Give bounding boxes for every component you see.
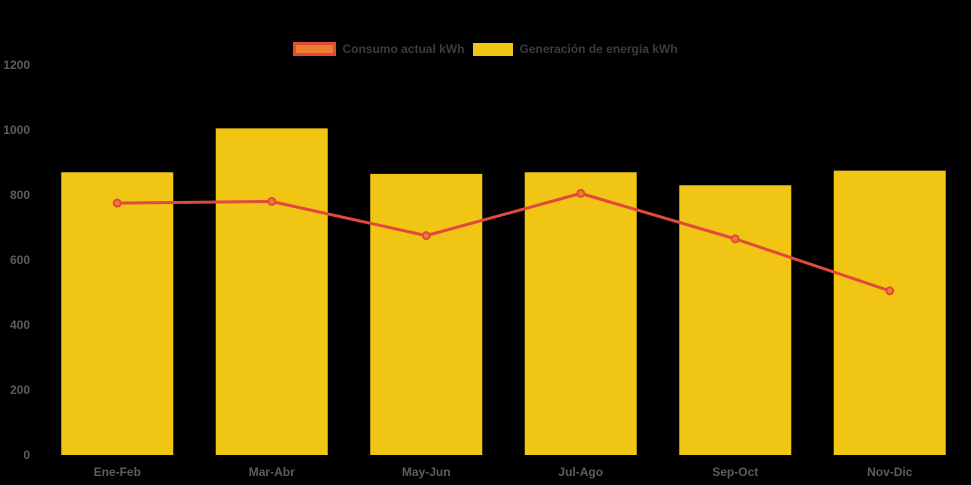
y-tick-label: 0 bbox=[23, 448, 30, 462]
bar bbox=[61, 172, 174, 455]
legend: Consumo actual kWh Generación de energía… bbox=[0, 42, 971, 56]
y-tick-label: 1200 bbox=[3, 58, 30, 72]
y-tick-label: 1000 bbox=[3, 123, 30, 137]
legend-swatch-generacion bbox=[473, 42, 514, 56]
x-axis-label: Nov-Dic bbox=[867, 465, 913, 479]
x-axis-label: May-Jun bbox=[402, 465, 451, 479]
x-axis-label: Jul-Ago bbox=[558, 465, 603, 479]
legend-swatch-consumo bbox=[293, 42, 337, 56]
bar bbox=[370, 173, 483, 455]
y-tick-label: 800 bbox=[10, 188, 30, 202]
line-point bbox=[112, 198, 122, 208]
legend-label-generacion: Generación de energía kWh bbox=[519, 42, 678, 56]
legend-item-generacion[interactable]: Generación de energía kWh bbox=[473, 42, 678, 56]
x-axis-label: Mar-Abr bbox=[249, 465, 295, 479]
line-point bbox=[576, 188, 586, 198]
bar bbox=[215, 128, 328, 455]
bar bbox=[833, 170, 946, 455]
legend-label-consumo: Consumo actual kWh bbox=[342, 42, 465, 56]
line-series bbox=[115, 191, 892, 293]
y-tick-label: 400 bbox=[10, 318, 30, 332]
x-axis-label: Ene-Feb bbox=[94, 465, 141, 479]
x-axis-label: Sep-Oct bbox=[712, 465, 758, 479]
line-point bbox=[885, 286, 895, 296]
y-tick-label: 200 bbox=[10, 383, 30, 397]
line-point bbox=[267, 197, 277, 206]
line-point bbox=[730, 234, 740, 244]
bar bbox=[679, 185, 792, 455]
bar bbox=[524, 172, 637, 455]
y-tick-label: 600 bbox=[10, 253, 30, 267]
legend-item-consumo[interactable]: Consumo actual kWh bbox=[293, 42, 464, 56]
line-point bbox=[421, 231, 431, 241]
